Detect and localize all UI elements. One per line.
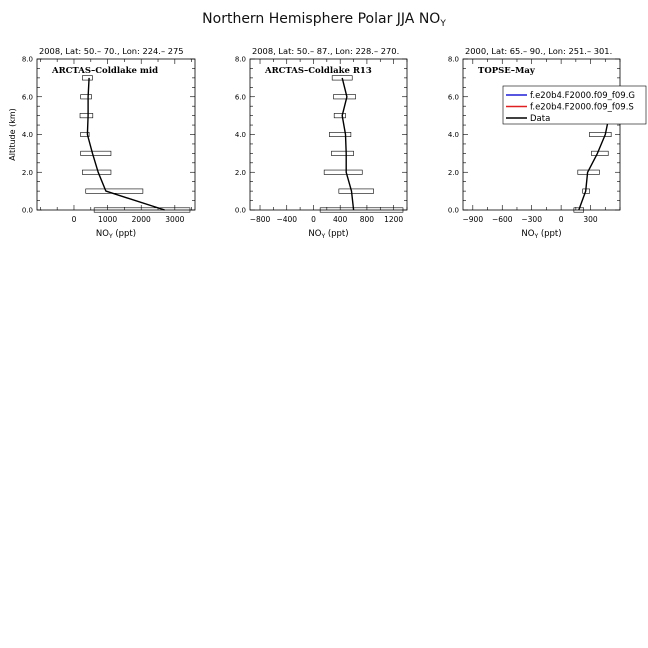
- x-tick-label: 0: [72, 215, 77, 224]
- legend-label: f.e20b4.F2000.f09_f09.G: [530, 91, 635, 101]
- y-tick-label: 2.0: [448, 169, 459, 177]
- error-bar: [93, 207, 191, 213]
- x-tick-label: −300: [521, 215, 542, 224]
- legend-label: f.e20b4.F2000.f09_f09.S: [530, 103, 634, 113]
- x-axis-label: NOY (ppt): [521, 229, 561, 240]
- panel-header: 2008, Lat: 50.– 70., Lon: 224.– 275: [39, 46, 184, 56]
- x-tick-label: 0: [559, 215, 564, 224]
- error-bar: [338, 188, 374, 194]
- chart-panel-1: 2008, Lat: 50.– 70., Lon: 224.– 275 0.0 2.…: [8, 46, 196, 240]
- x-tick-label: −600: [492, 215, 513, 224]
- x-label-main: NO: [308, 229, 321, 239]
- x-axis-label: NOY (ppt): [308, 229, 348, 240]
- x-label-unit: (ppt): [325, 229, 348, 239]
- panel-title: TOPSE–May: [478, 66, 536, 76]
- x-label-sub: Y: [533, 233, 538, 240]
- x-tick-label: −400: [276, 215, 297, 224]
- error-bar: [589, 132, 612, 138]
- error-bar: [591, 150, 609, 156]
- x-label-sub: Y: [108, 233, 113, 240]
- x-tick-label: 300: [583, 215, 598, 224]
- y-tick-label: 6.0: [235, 93, 246, 101]
- error-bar: [80, 132, 90, 138]
- y-tick-label: 8.0: [235, 56, 246, 64]
- legend-label: Data: [530, 114, 550, 124]
- x-axis-label: NOY (ppt): [96, 229, 136, 240]
- panel-title: ARCTAS–Coldlake mid: [51, 66, 158, 76]
- y-tick-label: 8.0: [448, 56, 459, 64]
- data-line: [578, 115, 610, 211]
- chart-panel-2: 2008, Lat: 50.– 87., Lon: 228.– 270. 0.0 2…: [235, 46, 408, 240]
- error-bar: [82, 169, 112, 175]
- y-tick-label: 6.0: [22, 93, 33, 101]
- x-tick-label: −800: [250, 215, 271, 224]
- error-bar: [319, 207, 404, 213]
- data-line: [86, 77, 165, 211]
- y-tick-label: 4.0: [235, 131, 246, 139]
- x-label-unit: (ppt): [113, 229, 136, 239]
- error-bar: [333, 113, 346, 119]
- x-tick-label: 0: [311, 215, 316, 224]
- figure-title: Northern Hemisphere Polar JJA NOY: [202, 11, 446, 29]
- y-tick-label: 0.0: [235, 207, 246, 215]
- error-bar: [323, 169, 363, 175]
- y-tick-label: 0.0: [448, 207, 459, 215]
- x-label-main: NO: [96, 229, 109, 239]
- error-bar: [329, 132, 352, 138]
- y-tick-label: 2.0: [235, 169, 246, 177]
- x-tick-label: 1000: [98, 215, 117, 224]
- panel-header: 2000, Lat: 65.– 90., Lon: 251.– 301.: [465, 46, 612, 56]
- x-tick-label: 1200: [384, 215, 403, 224]
- y-tick-label: 4.0: [448, 131, 459, 139]
- y-tick-label: 2.0: [22, 169, 33, 177]
- error-bar: [80, 150, 112, 156]
- error-bar: [331, 150, 354, 156]
- error-bar: [573, 207, 584, 213]
- chart-panels: 2008, Lat: 50.– 70., Lon: 224.– 275 0.0 2.…: [8, 46, 647, 240]
- legend: f.e20b4.F2000.f09_f09.G f.e20b4.F2000.f09…: [502, 85, 647, 125]
- x-label-sub: Y: [320, 233, 325, 240]
- x-label-main: NO: [521, 229, 534, 239]
- error-bar: [82, 75, 93, 81]
- x-tick-label: −900: [463, 215, 484, 224]
- x-tick-label: 2000: [132, 215, 151, 224]
- y-tick-label: 0.0: [22, 207, 33, 215]
- panel-title: ARCTAS–Coldlake R13: [264, 66, 372, 76]
- panel-header: 2008, Lat: 50.– 87., Lon: 228.– 270.: [252, 46, 399, 56]
- y-tick-label: 6.0: [448, 93, 459, 101]
- data-line: [341, 77, 355, 211]
- error-bar: [333, 94, 356, 100]
- x-tick-label: 400: [333, 215, 348, 224]
- error-bar: [80, 94, 92, 100]
- y-axis-label: Altitude (km): [8, 108, 17, 160]
- y-tick-label: 4.0: [22, 131, 33, 139]
- error-bar: [79, 113, 94, 119]
- x-tick-label: 3000: [165, 215, 184, 224]
- y-tick-label: 8.0: [22, 56, 33, 64]
- x-label-unit: (ppt): [538, 229, 561, 239]
- x-tick-label: 800: [360, 215, 375, 224]
